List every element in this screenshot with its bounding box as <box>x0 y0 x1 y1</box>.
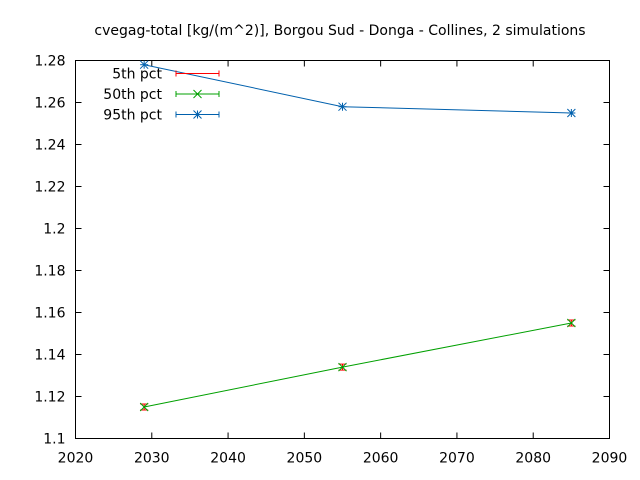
y-tick-label: 1.2 <box>43 222 65 238</box>
data-point <box>567 108 576 118</box>
legend-item: 5th pct <box>112 67 220 83</box>
legend: 5th pct 50th pct 95th pct <box>103 67 220 124</box>
x-tick-label: 2070 <box>439 451 475 467</box>
data-point <box>139 60 149 70</box>
x-tick-label: 2030 <box>134 451 170 467</box>
series-5th-pct <box>140 319 576 411</box>
x-tick-label: 2090 <box>592 451 628 467</box>
series-50th-pct <box>139 318 576 412</box>
data-point <box>139 402 149 412</box>
legend-label: 95th pct <box>103 108 162 124</box>
legend-item: 95th pct <box>103 108 220 124</box>
y-tick-label: 1.18 <box>34 264 65 280</box>
data-point <box>567 318 576 328</box>
y-tick-label: 1.12 <box>34 390 65 406</box>
y-tick-label: 1.14 <box>34 348 65 364</box>
series-layer <box>139 60 576 412</box>
x-tick-label: 2080 <box>515 451 551 467</box>
legend-marker <box>193 89 202 99</box>
legend-marker <box>193 110 202 119</box>
data-point <box>338 362 347 372</box>
x-axis: 2020 2030 2040 2050 2060 2070 2080 2090 <box>58 60 628 467</box>
plot-frame <box>75 60 610 439</box>
series-95th-pct <box>139 60 576 118</box>
y-tick-label: 1.26 <box>34 96 65 112</box>
y-tick-label: 1.24 <box>34 138 65 154</box>
x-tick-label: 2020 <box>58 451 94 467</box>
legend-label: 5th pct <box>112 67 162 83</box>
y-tick-label: 1.16 <box>34 306 65 322</box>
series-line <box>144 322 572 408</box>
x-tick-label: 2040 <box>210 451 246 467</box>
x-tick-label: 2060 <box>363 451 399 467</box>
chart-title: cvegag-total [kg/(m^2)], Borgou Sud - Do… <box>94 23 585 39</box>
data-point <box>338 102 347 112</box>
legend-item: 50th pct <box>103 87 220 103</box>
y-axis: 1.1 1.12 1.14 1.16 1.18 1.2 1.22 1.24 1.26 1.28 <box>34 54 610 448</box>
y-tick-label: 1.28 <box>34 54 65 70</box>
x-tick-label: 2050 <box>287 451 323 467</box>
y-tick-label: 1.22 <box>34 180 65 196</box>
legend-label: 50th pct <box>103 87 162 103</box>
series-line <box>144 64 572 114</box>
y-tick-label: 1.1 <box>43 432 65 448</box>
